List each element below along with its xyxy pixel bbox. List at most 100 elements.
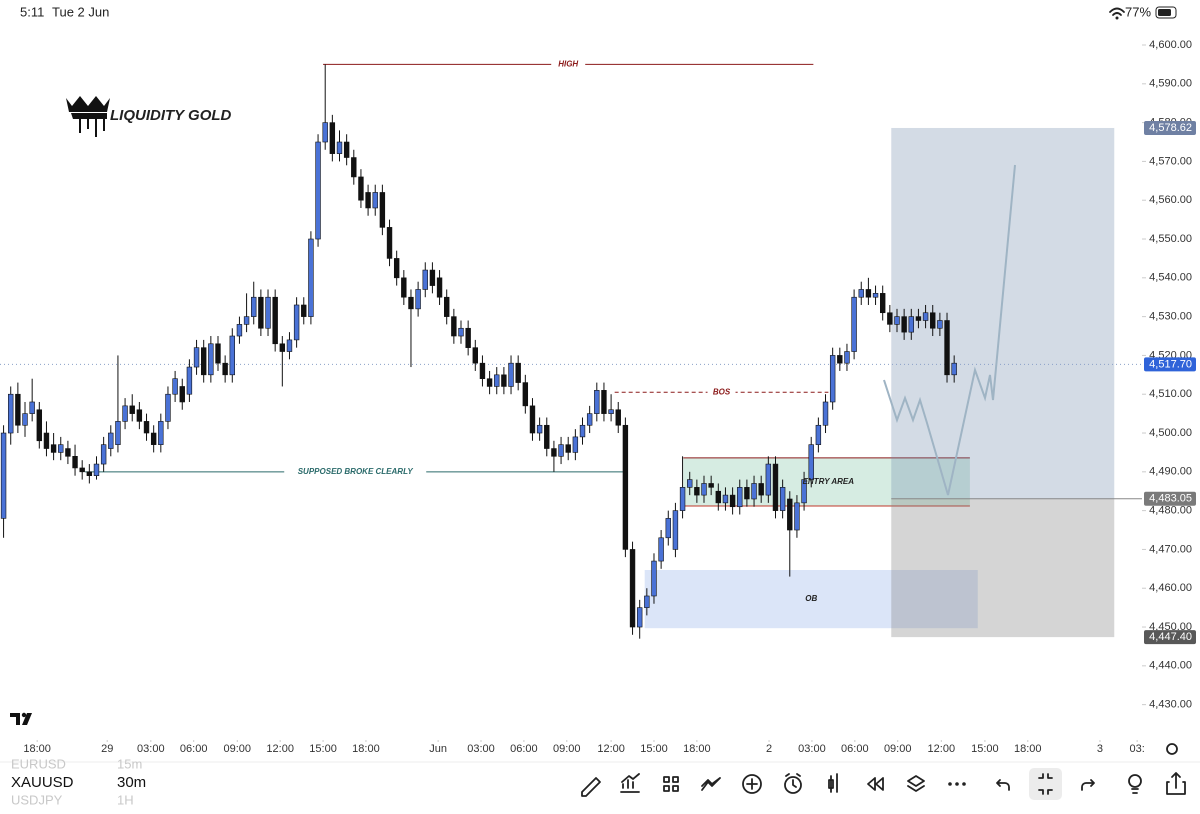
- y-tick-label: 4,490.00: [1149, 466, 1192, 478]
- candle-body: [565, 444, 571, 453]
- compare-button[interactable]: [701, 777, 721, 791]
- candle-body: [251, 296, 257, 317]
- price-badge-label: 4,447.40: [1149, 631, 1192, 643]
- candle-body: [515, 362, 521, 383]
- candle-body: [343, 141, 350, 158]
- candle-body: [100, 444, 107, 465]
- wifi-icon: [1109, 7, 1125, 16]
- candle-body: [150, 432, 157, 445]
- redo-button[interactable]: [1081, 779, 1095, 791]
- ideas-button[interactable]: [1128, 774, 1142, 788]
- candle-body: [687, 479, 693, 488]
- candle-body: [200, 347, 207, 376]
- stop-zone: [891, 498, 1115, 638]
- candle-body: [479, 362, 486, 380]
- candle-body: [522, 382, 529, 407]
- candle-body: [351, 157, 357, 178]
- candle-body: [22, 413, 28, 426]
- candle-body: [415, 289, 421, 310]
- candle-body: [901, 316, 907, 333]
- candle-body: [529, 405, 536, 434]
- candle-body: [865, 289, 872, 298]
- candle-body: [293, 304, 300, 341]
- candle-body: [908, 316, 914, 333]
- fullscreen-icon: [1038, 773, 1053, 795]
- x-tick-label: 03:00: [467, 743, 495, 755]
- add-button[interactable]: [742, 774, 762, 794]
- candle-body: [108, 432, 114, 449]
- y-tick-label: 4,540.00: [1149, 272, 1192, 284]
- draw-tool[interactable]: [581, 777, 601, 797]
- fullscreen-button[interactable]: [1029, 768, 1062, 800]
- undo-button[interactable]: [996, 779, 1010, 791]
- candle-body: [258, 296, 264, 329]
- candle-body: [458, 327, 464, 337]
- candle-body: [658, 537, 664, 562]
- watch-timeframe: 30m: [117, 774, 146, 791]
- x-tick-label: 03:00: [137, 743, 165, 755]
- candle-body: [701, 483, 707, 496]
- candle-body: [401, 277, 407, 298]
- annotation-bg: [551, 58, 586, 71]
- candle-body: [379, 192, 386, 228]
- candle-body: [386, 227, 393, 259]
- annotation-label: HIGH: [558, 60, 578, 69]
- chart-type-button[interactable]: [828, 773, 838, 793]
- annotation-label: SUPPOSED BROKE CLEARLY: [298, 467, 414, 476]
- share-button[interactable]: [1166, 772, 1186, 795]
- price-badge: [1144, 491, 1196, 506]
- alert-button[interactable]: [784, 776, 802, 794]
- candle-body: [129, 405, 135, 414]
- candle-body: [679, 487, 686, 511]
- candle-body: [86, 471, 93, 477]
- x-tick-label: 06:00: [180, 743, 208, 755]
- candle-body: [608, 409, 614, 414]
- candle-body: [815, 424, 822, 445]
- watch-symbol: EURUSD: [11, 756, 66, 771]
- candle-body: [43, 432, 50, 449]
- candle-body: [429, 269, 436, 286]
- x-tick-label: 06:00: [510, 743, 538, 755]
- candle-body: [737, 487, 743, 508]
- indicators-button[interactable]: [620, 773, 640, 793]
- candle-body: [822, 401, 829, 426]
- candle-body: [122, 405, 128, 422]
- candle-body: [422, 269, 428, 290]
- x-tick-label: 12:00: [266, 743, 294, 755]
- more-dot[interactable]: [948, 782, 952, 786]
- candle-body: [158, 421, 164, 445]
- candle-body: [215, 343, 221, 364]
- layouts-button[interactable]: [663, 776, 679, 792]
- candle-body: [322, 122, 328, 143]
- tv-logo: [10, 713, 32, 725]
- settings-button[interactable]: [1166, 743, 1178, 755]
- candle-body: [36, 409, 43, 442]
- candle-body: [58, 444, 64, 453]
- objects-button[interactable]: [907, 775, 925, 792]
- zone: [644, 569, 978, 629]
- watchlist: EURUSD 15m XAUUSD 30m USDJPY 1H: [11, 756, 146, 807]
- candle-body: [787, 498, 793, 531]
- candle-body: [794, 502, 800, 531]
- candle-body: [286, 339, 293, 352]
- candle-body: [236, 324, 243, 337]
- more-dot[interactable]: [955, 782, 959, 786]
- x-tick-label: 15:00: [309, 743, 337, 755]
- watch-timeframe: 1H: [117, 792, 134, 807]
- price-badge-label: 4,483.05: [1149, 493, 1192, 505]
- more-dot[interactable]: [962, 782, 966, 786]
- y-tick-label: 4,530.00: [1149, 311, 1192, 323]
- replay-button[interactable]: [867, 777, 884, 791]
- candle-body: [165, 393, 171, 422]
- candle-body: [308, 238, 314, 317]
- candle-body: [393, 258, 400, 279]
- candle-body: [851, 296, 857, 352]
- candle-body: [944, 320, 950, 376]
- zone-label: ENTRY AREA: [803, 477, 855, 486]
- price-badge-label: 4,517.70: [1149, 358, 1192, 370]
- candle-body: [279, 343, 286, 352]
- toolbar: [581, 768, 1186, 800]
- candle-body: [136, 409, 143, 422]
- candle-body: [844, 351, 850, 364]
- candle-body: [651, 560, 657, 597]
